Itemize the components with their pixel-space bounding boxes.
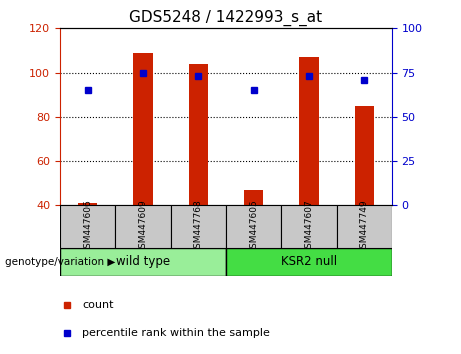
Bar — [60, 248, 226, 276]
Bar — [281, 205, 337, 248]
Bar — [78, 203, 97, 205]
Bar — [337, 205, 392, 248]
Text: GSM447607: GSM447607 — [304, 199, 313, 254]
Bar — [355, 106, 374, 205]
Bar — [226, 205, 281, 248]
Bar — [60, 205, 115, 248]
Text: GSM447609: GSM447609 — [138, 199, 148, 254]
Title: GDS5248 / 1422993_s_at: GDS5248 / 1422993_s_at — [130, 9, 322, 25]
Text: GSM447606: GSM447606 — [83, 199, 92, 254]
Text: KSR2 null: KSR2 null — [281, 256, 337, 268]
Bar — [171, 205, 226, 248]
Text: genotype/variation ▶: genotype/variation ▶ — [5, 257, 115, 267]
Text: percentile rank within the sample: percentile rank within the sample — [82, 327, 270, 338]
Bar — [226, 248, 392, 276]
Text: GSM447768: GSM447768 — [194, 199, 203, 254]
Bar — [244, 190, 263, 205]
Text: GSM447749: GSM447749 — [360, 199, 369, 254]
Text: wild type: wild type — [116, 256, 170, 268]
Text: count: count — [82, 299, 113, 310]
Text: GSM447605: GSM447605 — [249, 199, 258, 254]
Bar — [189, 64, 208, 205]
Bar — [115, 205, 171, 248]
Bar — [299, 57, 319, 205]
Bar — [133, 53, 153, 205]
